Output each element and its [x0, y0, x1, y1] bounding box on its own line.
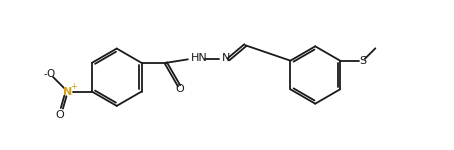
Text: O: O — [176, 84, 184, 94]
Text: N: N — [222, 53, 230, 63]
Text: S: S — [360, 56, 367, 66]
Text: -O: -O — [44, 69, 56, 79]
Text: N: N — [63, 87, 72, 97]
Text: HN: HN — [191, 53, 207, 63]
Text: O: O — [55, 110, 64, 120]
Text: +: + — [70, 82, 77, 91]
